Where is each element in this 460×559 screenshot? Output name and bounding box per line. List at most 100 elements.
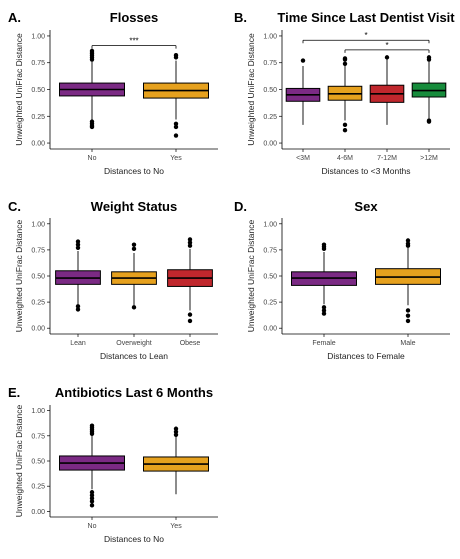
outlier-point [405, 241, 411, 246]
outlier-point [131, 246, 137, 252]
box-4-6m [327, 56, 363, 133]
x-axis-title: Distances to <3 Months [321, 166, 410, 176]
x-axis-title: Distances to No [104, 166, 164, 176]
panel-letter: D. [234, 199, 247, 214]
outlier-point [75, 242, 81, 247]
y-tick-label: 1.00 [31, 33, 45, 40]
y-tick-label: 1.00 [263, 33, 277, 40]
outlier-point [173, 121, 179, 126]
y-tick-label: 0.75 [263, 247, 277, 254]
y-tick-label: 0.00 [263, 141, 277, 148]
y-tick-label: 0.25 [263, 300, 277, 307]
outlier-point [75, 304, 81, 309]
outlier-point [342, 127, 348, 133]
x-tick-label: No [88, 155, 97, 162]
x-tick-label: 7-12M [377, 155, 397, 162]
y-tick-label: 0.25 [31, 114, 45, 121]
outlier-point [321, 311, 327, 316]
x-axis-title: Distances to No [104, 534, 164, 544]
x-tick-label: Obese [180, 340, 201, 347]
outlier-point [405, 238, 411, 243]
box-male [375, 238, 441, 324]
outlier-point [405, 318, 411, 324]
y-axis-title: Unweighted UniFrac Distance [14, 33, 24, 146]
outlier-point [89, 499, 95, 504]
outlier-point [342, 122, 348, 128]
outlier-point [89, 124, 95, 130]
y-tick-label: 0.50 [31, 87, 45, 94]
panel-title: Flosses [110, 10, 158, 25]
box-no [59, 48, 125, 130]
panel-letter: A. [8, 10, 21, 25]
outlier-point [173, 432, 179, 437]
outlier-point [187, 312, 193, 317]
outlier-point [321, 242, 327, 247]
outlier-point [75, 245, 81, 251]
y-axis-title: Unweighted UniFrac Distance [14, 405, 24, 518]
panel-a: A. Flosses 0.00 0.25 0.50 0.75 1.00 Unweighted … [8, 10, 218, 176]
panel-b: B. Time Since Last Dentist Visit 0.00 0.25 0… [234, 10, 455, 176]
outlier-point [131, 242, 137, 247]
y-tick-label: 0.25 [31, 484, 45, 491]
y-tick-label: 1.00 [263, 221, 277, 228]
x-tick-label: 4-6M [337, 155, 353, 162]
outlier-point [342, 56, 348, 61]
outlier-point [89, 496, 95, 501]
outlier-point [173, 53, 179, 58]
x-tick-label: <3M [296, 155, 310, 162]
panel-e: E. Antibiotics Last 6 Months 0.00 0.25 0.50 0… [8, 385, 218, 544]
y-tick-label: 1.00 [31, 221, 45, 228]
box-no [59, 423, 125, 508]
y-axis-title: Unweighted UniFrac Distance [14, 220, 24, 333]
panel-d: D. Sex 0.00 0.25 0.50 0.75 1.00 Unweighted UniF… [234, 199, 450, 361]
y-tick-label: 0.50 [263, 274, 277, 281]
panel-title: Antibiotics Last 6 Months [55, 385, 213, 400]
panel-title: Weight Status [91, 199, 177, 214]
box--12m [411, 55, 447, 124]
outlier-point [300, 58, 306, 63]
outlier-point [342, 61, 348, 66]
panel-letter: B. [234, 10, 247, 25]
x-tick-label: No [88, 523, 97, 530]
box-lean [55, 239, 101, 312]
outlier-point [321, 308, 327, 313]
outlier-point [173, 133, 179, 138]
y-tick-label: 0.75 [31, 60, 45, 67]
outlier-point [89, 503, 95, 508]
y-axis-title: Unweighted UniFrac Distance [246, 33, 256, 146]
y-tick-label: 0.50 [31, 274, 45, 281]
outlier-point [426, 119, 432, 124]
y-tick-label: 0.25 [263, 114, 277, 121]
y-tick-label: 0.00 [31, 326, 45, 333]
outlier-point [405, 308, 411, 313]
y-tick-label: 1.00 [31, 408, 45, 415]
panel-title: Time Since Last Dentist Visit [277, 10, 455, 25]
x-tick-label: Male [400, 340, 415, 347]
x-axis-title: Distances to Lean [100, 351, 168, 361]
outlier-point [173, 426, 179, 431]
x-axis-title: Distances to Female [327, 351, 405, 361]
significance-label: * [364, 31, 367, 40]
x-tick-label: Lean [70, 340, 86, 347]
box-7-12m [369, 55, 405, 125]
outlier-point [187, 243, 193, 248]
y-tick-label: 0.75 [263, 60, 277, 67]
outlier-point [75, 307, 81, 312]
outlier-point [405, 313, 411, 318]
y-tick-label: 0.00 [263, 326, 277, 333]
box-overweight [111, 242, 157, 310]
box-yes [143, 53, 209, 138]
panel-letter: E. [8, 385, 20, 400]
outlier-point [89, 493, 95, 498]
significance-label: *** [129, 37, 138, 46]
outlier-point [89, 423, 95, 428]
y-tick-label: 0.25 [31, 300, 45, 307]
x-tick-label: Female [312, 340, 335, 347]
y-tick-label: 0.00 [31, 509, 45, 516]
box--3m [285, 58, 321, 125]
panel-c: C. Weight Status 0.00 0.25 0.50 0.75 1.00 Unwei… [8, 199, 218, 361]
outlier-point [187, 240, 193, 245]
outlier-point [89, 48, 95, 54]
outlier-point [173, 429, 179, 434]
